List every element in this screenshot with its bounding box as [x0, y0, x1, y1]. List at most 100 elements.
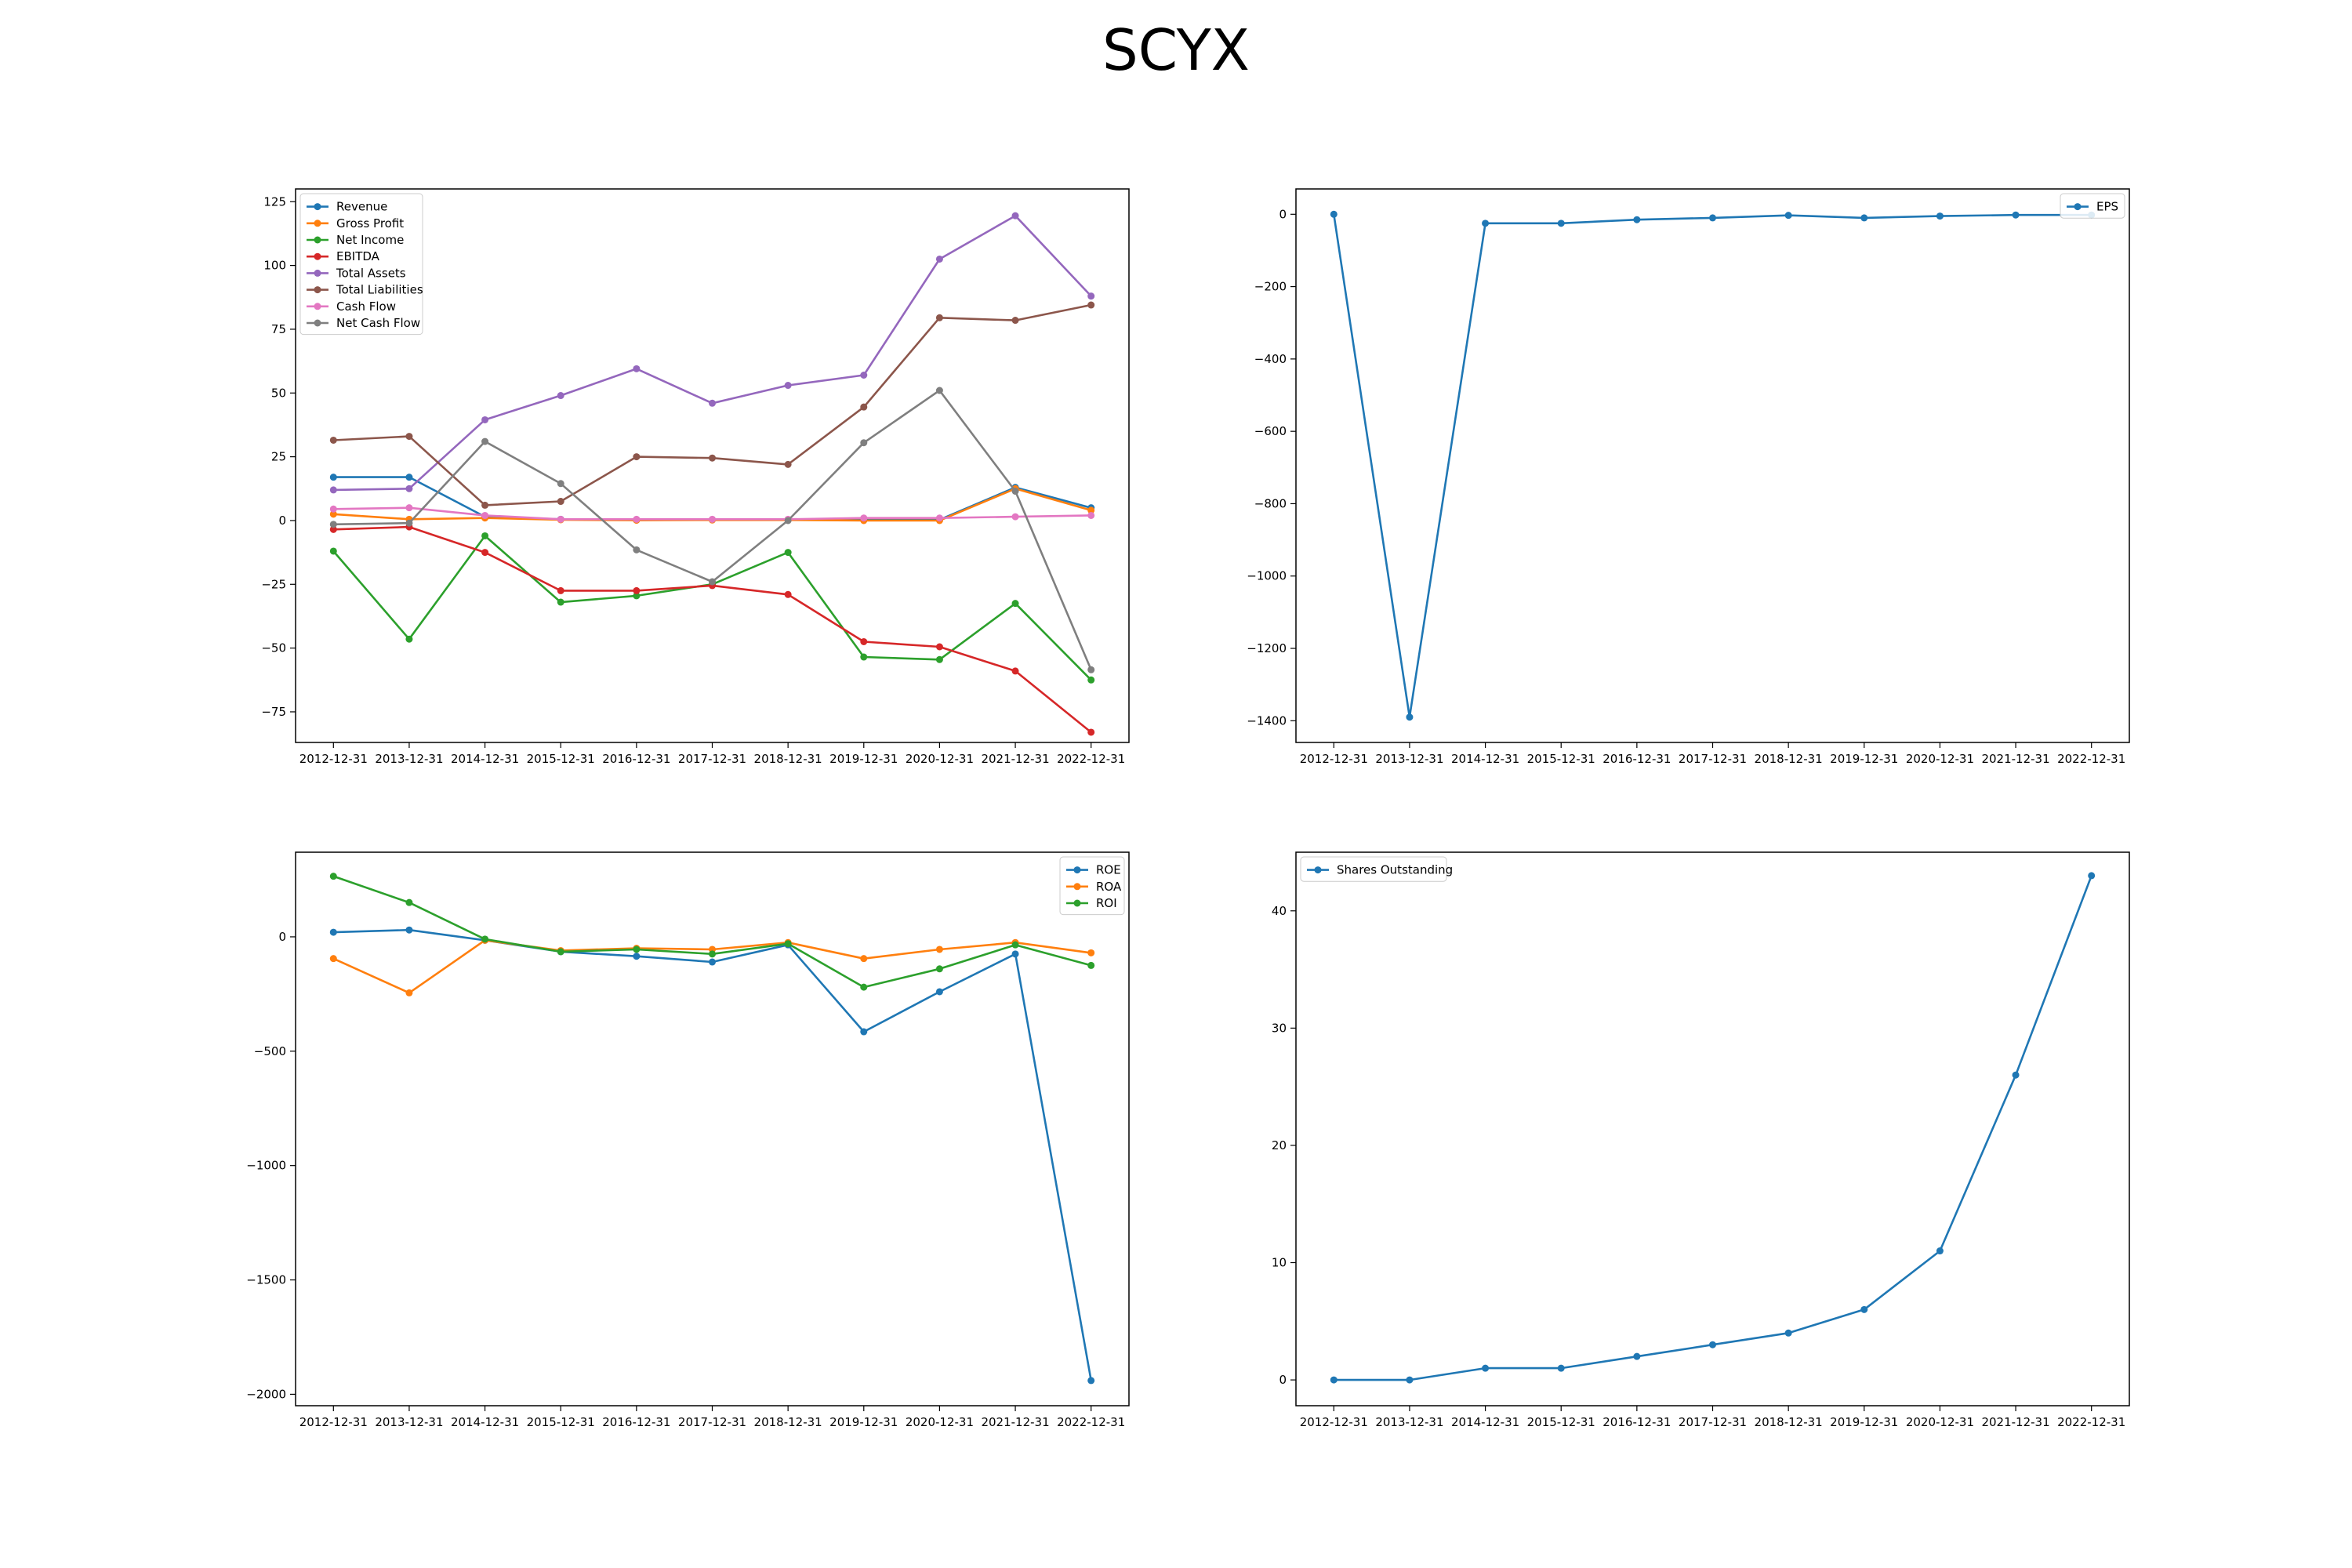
x-tick-label: 2013-12-31 — [1375, 752, 1443, 766]
legend: Revenue Gross Profit Net Income EBITDA Total… — [299, 193, 423, 336]
legend-label-roi: ROI — [1096, 896, 1117, 910]
x-tick-label: 2018-12-31 — [1755, 1415, 1823, 1429]
x-tick-label: 2013-12-31 — [1375, 1415, 1443, 1429]
data-point — [557, 480, 564, 488]
x-tick-label: 2018-12-31 — [754, 1415, 822, 1429]
data-point — [935, 387, 943, 394]
data-point — [405, 989, 413, 996]
data-point — [481, 501, 489, 509]
y-tick-label: −1400 — [1247, 713, 1287, 728]
data-point — [860, 403, 868, 411]
data-point — [784, 940, 792, 948]
x-tick-label: 2014-12-31 — [451, 1415, 519, 1429]
data-point — [1406, 713, 1414, 721]
data-point — [633, 515, 641, 523]
data-point — [1406, 1376, 1414, 1384]
x-tick-label: 2021-12-31 — [1981, 752, 2049, 766]
data-point — [1011, 212, 1019, 220]
legend-label-total-assets: Total Assets — [336, 266, 406, 280]
legend-marker — [314, 236, 321, 244]
legend-label-ebitda: EBITDA — [336, 249, 380, 263]
data-point — [557, 948, 564, 956]
series-roe — [329, 926, 1095, 1385]
legend-marker — [314, 286, 321, 294]
data-point — [633, 953, 641, 960]
shares-chart: 2012-12-31 2013-12-31 2014-12-31 2015-12-31… — [1272, 851, 2130, 1429]
data-point — [935, 655, 943, 663]
data-point — [1936, 1247, 1944, 1255]
data-point — [784, 460, 792, 468]
data-point — [1087, 666, 1095, 673]
data-point — [1011, 317, 1019, 325]
legend: Shares Outstanding — [1300, 856, 1453, 882]
y-tick-label: 0 — [1279, 1373, 1287, 1387]
y-tick-label: 125 — [263, 194, 286, 209]
data-point — [329, 510, 337, 518]
x-tick-label: 2014-12-31 — [1451, 1415, 1519, 1429]
plot-frame — [295, 851, 1130, 1406]
series-line — [1333, 213, 2092, 719]
data-point — [557, 392, 564, 400]
x-tick-label: 2016-12-31 — [1602, 752, 1671, 766]
series-line — [333, 525, 1092, 734]
data-point — [1330, 210, 1338, 218]
series-cash-flow — [329, 504, 1095, 523]
y-tick-label: 10 — [1272, 1256, 1287, 1270]
x-tick-label: 2020-12-31 — [906, 1415, 974, 1429]
y-tick-label: 0 — [1279, 207, 1287, 221]
legend-label-roe: ROE — [1096, 863, 1121, 877]
series-line — [333, 389, 1092, 670]
data-point — [1087, 292, 1095, 300]
series-total-liabilities — [329, 301, 1095, 509]
legend-marker — [1073, 883, 1081, 891]
x-tick-label: 2019-12-31 — [829, 1415, 898, 1429]
eps-chart: 2012-12-31 2013-12-31 2014-12-31 2015-12-31… — [1247, 188, 2130, 766]
data-point — [329, 505, 337, 513]
x-tick-label: 2012-12-31 — [1300, 1415, 1368, 1429]
y-tick-label: 100 — [263, 259, 286, 273]
data-point — [557, 586, 564, 594]
data-point — [557, 515, 564, 523]
data-point — [405, 898, 413, 906]
data-point — [860, 637, 868, 645]
data-point — [1087, 961, 1095, 969]
x-tick-label: 2016-12-31 — [602, 1415, 670, 1429]
legend-label-revenue: Revenue — [336, 200, 387, 214]
data-point — [481, 416, 489, 423]
x-tick-label: 2012-12-31 — [299, 752, 368, 766]
x-tick-label: 2020-12-31 — [906, 752, 974, 766]
data-point — [1087, 728, 1095, 736]
data-point — [1330, 1376, 1338, 1384]
x-tick-label: 2015-12-31 — [1527, 1415, 1595, 1429]
data-point — [405, 519, 413, 527]
y-tick-label: −1000 — [1247, 569, 1287, 583]
data-point — [633, 586, 641, 594]
legend-box — [1300, 856, 1447, 882]
data-point — [1011, 950, 1019, 958]
data-point — [405, 433, 413, 441]
y-tick-label: 0 — [278, 514, 286, 528]
legend-box — [299, 193, 423, 336]
data-point — [2012, 211, 2020, 219]
data-point — [860, 439, 868, 447]
x-tick-label: 2020-12-31 — [1906, 1415, 1974, 1429]
data-point — [329, 873, 337, 880]
data-point — [1709, 1341, 1716, 1348]
x-tick-label: 2019-12-31 — [1830, 1415, 1898, 1429]
y-tick-label: 25 — [271, 450, 286, 464]
series-line — [1334, 875, 2092, 1381]
data-point — [1087, 676, 1095, 684]
data-point — [1709, 214, 1716, 222]
data-point — [329, 547, 337, 555]
data-point — [1633, 1352, 1641, 1360]
series-eps — [1330, 210, 2096, 721]
x-tick-label: 2022-12-31 — [1057, 752, 1125, 766]
legend-marker — [314, 303, 321, 310]
data-point — [405, 504, 413, 512]
data-point — [1557, 1364, 1565, 1372]
series-net-cash-flow — [329, 387, 1095, 673]
series-roa — [329, 936, 1095, 996]
data-point — [1784, 1329, 1792, 1337]
data-point — [1011, 513, 1019, 521]
financials-chart: 2012-12-31 2013-12-31 2014-12-31 2015-12-31… — [261, 188, 1130, 766]
